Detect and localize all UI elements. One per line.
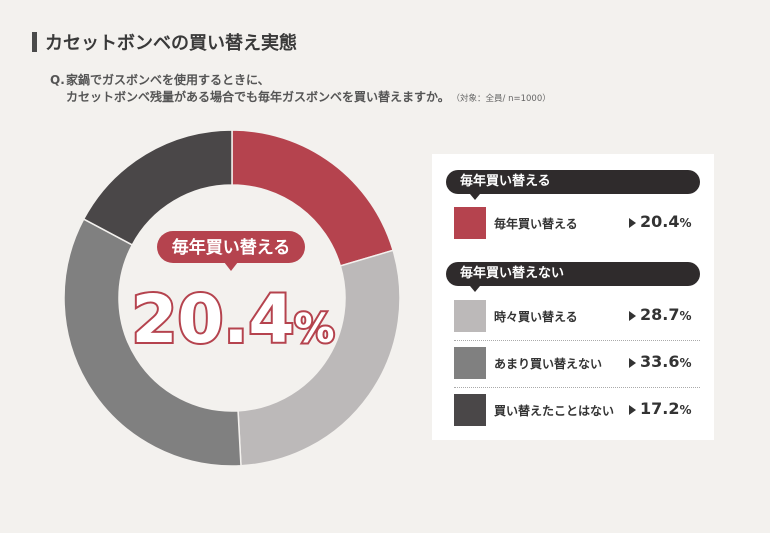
donut-slice-1 xyxy=(237,249,401,467)
legend-swatch-1 xyxy=(454,300,486,332)
triangle-right-icon xyxy=(629,218,636,228)
legend-panel: 毎年買い替える 毎年買い替える 20.4% 毎年買い替えない 時々買い替える 2… xyxy=(432,154,714,440)
center-callout-tail xyxy=(224,262,238,271)
question-mark: Q. xyxy=(50,73,65,87)
legend-divider xyxy=(454,387,700,388)
title-accent-bar xyxy=(32,32,37,52)
legend-label-3: 買い替えたことはない xyxy=(494,404,615,418)
legend-item-2: あまり買い替えない 33.6% xyxy=(454,347,700,379)
triangle-right-icon xyxy=(629,405,636,415)
triangle-right-icon xyxy=(629,358,636,368)
legend-divider xyxy=(454,340,700,341)
donut-slice-3 xyxy=(82,129,233,246)
legend-label-1: 時々買い替える xyxy=(494,310,578,324)
page-title: カセットボンベの買い替え実態 xyxy=(45,33,297,54)
center-callout-bubble xyxy=(157,231,305,263)
question-line-1: 家鍋でガスボンベを使用するときに、 xyxy=(66,73,270,87)
triangle-right-icon xyxy=(629,311,636,321)
legend-swatch-0 xyxy=(454,207,486,239)
question-line-2: カセットボンベ残量がある場合でも毎年ガスボンベを買い替えますか。 （対象：全員/ … xyxy=(66,89,551,108)
legend-label-2: あまり買い替えない xyxy=(494,357,603,371)
legend-value-0: 20.4% xyxy=(640,212,692,231)
legend-value-3: 17.2% xyxy=(640,399,692,418)
donut-slice-2 xyxy=(63,218,242,467)
legend-group-header-1: 毎年買い替えない xyxy=(446,262,700,292)
legend-item-1: 時々買い替える 28.7% xyxy=(454,300,700,332)
legend-label-0: 毎年買い替える xyxy=(494,217,578,231)
legend-swatch-3 xyxy=(454,394,486,426)
question-text: Q. 家鍋でガスボンベを使用するときに、 カセットボンベ残量がある場合でも毎年ガ… xyxy=(50,72,551,108)
legend-item-0: 毎年買い替える 20.4% xyxy=(454,207,700,239)
legend-item-3: 買い替えたことはない 17.2% xyxy=(454,394,700,426)
legend-value-2: 33.6% xyxy=(640,352,692,371)
legend-value-1: 28.7% xyxy=(640,305,692,324)
legend-group-header-0: 毎年買い替える xyxy=(446,170,700,200)
question-line-2-text: カセットボンベ残量がある場合でも毎年ガスボンベを買い替えますか。 xyxy=(66,90,450,104)
center-value: 20.4% xyxy=(132,281,335,358)
legend-swatch-2 xyxy=(454,347,486,379)
question-target: （対象：全員/ n=1000） xyxy=(455,94,551,104)
center-callout-label: 毎年買い替える xyxy=(172,237,291,258)
